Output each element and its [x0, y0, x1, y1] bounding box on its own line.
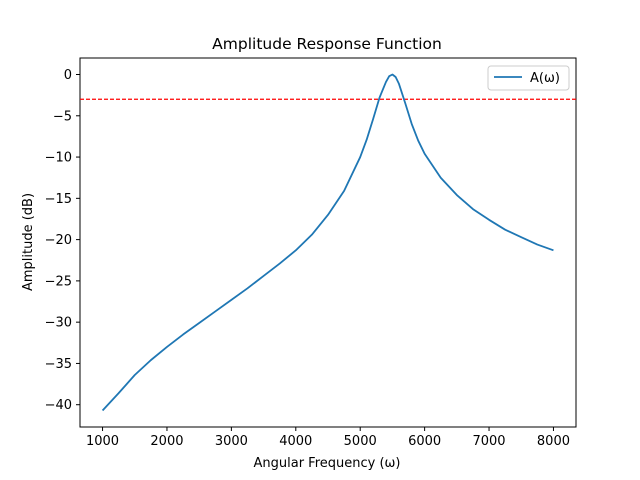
x-tick-label: 5000 — [344, 434, 377, 449]
y-tick-label: −35 — [45, 357, 72, 372]
x-axis-label: Angular Frequency (ω) — [254, 456, 401, 471]
y-tick-label: 0 — [64, 68, 72, 83]
y-tick-label: −30 — [45, 316, 72, 331]
legend: A(ω) — [487, 65, 570, 91]
chart-title: Amplitude Response Function — [212, 35, 442, 53]
x-tick-label: 2000 — [150, 434, 183, 449]
x-tick-label: 4000 — [279, 434, 312, 449]
y-axis-label: Amplitude (dB) — [21, 193, 36, 291]
x-tick-label: 8000 — [537, 434, 570, 449]
legend-label-amplitude: A(ω) — [530, 71, 560, 86]
x-tick-label: 1000 — [86, 434, 119, 449]
y-tick-label: −5 — [53, 109, 72, 124]
y-tick-label: −25 — [45, 274, 72, 289]
y-tick-label: −40 — [45, 398, 72, 413]
y-tick-label: −10 — [45, 151, 72, 166]
y-axis-ticks: 0 −5 −10 −15 −20 −25 −30 −35 −40 — [45, 68, 80, 413]
y-tick-label: −20 — [45, 233, 72, 248]
legend-box — [487, 65, 570, 91]
series-line-amplitude — [101, 73, 554, 412]
y-tick-label: −15 — [45, 192, 72, 207]
x-tick-label: 3000 — [215, 434, 248, 449]
plot-area — [79, 57, 577, 428]
x-tick-label: 6000 — [408, 434, 441, 449]
x-tick-label: 7000 — [472, 434, 505, 449]
axes-frame — [79, 57, 577, 428]
x-axis-ticks: 1000 2000 3000 4000 5000 6000 7000 8000 — [86, 427, 570, 449]
